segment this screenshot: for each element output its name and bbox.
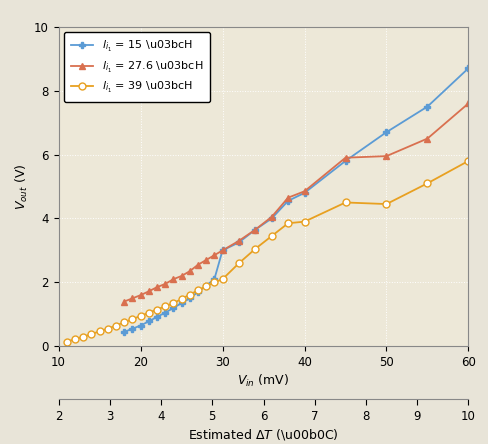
$l_{i_1}$ = 15 \u03bcH — [154, 314, 160, 320]
$l_{i_1}$ = 27.6 \u03bcH — [236, 238, 242, 243]
Legend: $l_{i_1}$ = 15 \u03bcH, $l_{i_1}$ = 27.6 \u03bcH, $l_{i_1}$ = 39 \u03bcH: $l_{i_1}$ = 15 \u03bcH, $l_{i_1}$ = 27.6… — [64, 32, 210, 102]
$l_{i_1}$ = 15 \u03bcH — [211, 277, 217, 282]
$l_{i_1}$ = 27.6 \u03bcH — [425, 136, 430, 141]
$l_{i_1}$ = 27.6 \u03bcH — [146, 289, 152, 294]
$l_{i_1}$ = 39 \u03bcH — [466, 158, 471, 163]
$l_{i_1}$ = 39 \u03bcH — [179, 296, 184, 301]
$l_{i_1}$ = 15 \u03bcH — [252, 227, 258, 232]
$l_{i_1}$ = 39 \u03bcH — [97, 329, 102, 334]
$l_{i_1}$ = 15 \u03bcH — [121, 329, 127, 335]
$l_{i_1}$ = 27.6 \u03bcH — [302, 189, 307, 194]
$l_{i_1}$ = 27.6 \u03bcH — [466, 101, 471, 106]
$l_{i_1}$ = 39 \u03bcH — [64, 339, 70, 344]
$l_{i_1}$ = 39 \u03bcH — [170, 301, 176, 306]
$l_{i_1}$ = 27.6 \u03bcH — [252, 227, 258, 232]
$l_{i_1}$ = 27.6 \u03bcH — [211, 253, 217, 258]
$l_{i_1}$ = 15 \u03bcH — [162, 310, 168, 315]
$l_{i_1}$ = 27.6 \u03bcH — [154, 285, 160, 290]
$l_{i_1}$ = 15 \u03bcH — [170, 305, 176, 311]
Y-axis label: $V_{out}$ (V): $V_{out}$ (V) — [14, 163, 30, 210]
$l_{i_1}$ = 39 \u03bcH — [72, 337, 78, 342]
$l_{i_1}$ = 27.6 \u03bcH — [179, 274, 184, 279]
$l_{i_1}$ = 15 \u03bcH — [138, 323, 143, 328]
$l_{i_1}$ = 15 \u03bcH — [384, 130, 389, 135]
$l_{i_1}$ = 15 \u03bcH — [236, 240, 242, 245]
$l_{i_1}$ = 15 \u03bcH — [220, 248, 225, 253]
$l_{i_1}$ = 39 \u03bcH — [129, 317, 135, 322]
$l_{i_1}$ = 15 \u03bcH — [302, 190, 307, 195]
$l_{i_1}$ = 15 \u03bcH — [187, 296, 193, 301]
$l_{i_1}$ = 27.6 \u03bcH — [384, 154, 389, 159]
$l_{i_1}$ = 39 \u03bcH — [220, 277, 225, 282]
$l_{i_1}$ = 27.6 \u03bcH — [220, 248, 225, 253]
$l_{i_1}$ = 39 \u03bcH — [146, 310, 152, 315]
$l_{i_1}$ = 39 \u03bcH — [162, 304, 168, 309]
$l_{i_1}$ = 15 \u03bcH — [285, 198, 291, 203]
$l_{i_1}$ = 27.6 \u03bcH — [195, 262, 201, 267]
$l_{i_1}$ = 39 \u03bcH — [236, 261, 242, 266]
$l_{i_1}$ = 15 \u03bcH — [146, 319, 152, 324]
$l_{i_1}$ = 15 \u03bcH — [466, 66, 471, 71]
$l_{i_1}$ = 39 \u03bcH — [343, 200, 348, 205]
$l_{i_1}$ = 39 \u03bcH — [113, 323, 119, 328]
$l_{i_1}$ = 39 \u03bcH — [302, 219, 307, 224]
$l_{i_1}$ = 39 \u03bcH — [211, 280, 217, 285]
X-axis label: Estimated $\Delta T$ (\u00b0C): Estimated $\Delta T$ (\u00b0C) — [188, 427, 339, 442]
$l_{i_1}$ = 15 \u03bcH — [179, 301, 184, 306]
$l_{i_1}$ = 27.6 \u03bcH — [170, 277, 176, 282]
$l_{i_1}$ = 39 \u03bcH — [425, 181, 430, 186]
$l_{i_1}$ = 39 \u03bcH — [154, 307, 160, 312]
$l_{i_1}$ = 15 \u03bcH — [269, 216, 275, 221]
$l_{i_1}$ = 39 \u03bcH — [121, 320, 127, 325]
$l_{i_1}$ = 39 \u03bcH — [269, 234, 275, 239]
$l_{i_1}$ = 39 \u03bcH — [138, 313, 143, 319]
Line: $l_{i_1}$ = 39 \u03bcH: $l_{i_1}$ = 39 \u03bcH — [63, 158, 472, 345]
$l_{i_1}$ = 27.6 \u03bcH — [187, 269, 193, 274]
$l_{i_1}$ = 15 \u03bcH — [195, 289, 201, 295]
X-axis label: $V_{in}$ (mV): $V_{in}$ (mV) — [237, 373, 290, 389]
$l_{i_1}$ = 27.6 \u03bcH — [203, 258, 209, 263]
$l_{i_1}$ = 15 \u03bcH — [203, 283, 209, 288]
$l_{i_1}$ = 15 \u03bcH — [343, 158, 348, 163]
$l_{i_1}$ = 27.6 \u03bcH — [269, 214, 275, 219]
Line: $l_{i_1}$ = 27.6 \u03bcH: $l_{i_1}$ = 27.6 \u03bcH — [121, 100, 472, 305]
$l_{i_1}$ = 15 \u03bcH — [425, 104, 430, 109]
$l_{i_1}$ = 39 \u03bcH — [384, 202, 389, 207]
$l_{i_1}$ = 39 \u03bcH — [285, 221, 291, 226]
$l_{i_1}$ = 27.6 \u03bcH — [285, 195, 291, 200]
Line: $l_{i_1}$ = 15 \u03bcH: $l_{i_1}$ = 15 \u03bcH — [121, 65, 472, 335]
$l_{i_1}$ = 15 \u03bcH — [129, 326, 135, 331]
$l_{i_1}$ = 39 \u03bcH — [203, 284, 209, 289]
$l_{i_1}$ = 27.6 \u03bcH — [129, 296, 135, 301]
$l_{i_1}$ = 27.6 \u03bcH — [343, 155, 348, 160]
$l_{i_1}$ = 39 \u03bcH — [105, 326, 111, 331]
$l_{i_1}$ = 27.6 \u03bcH — [138, 293, 143, 298]
$l_{i_1}$ = 27.6 \u03bcH — [121, 299, 127, 304]
$l_{i_1}$ = 39 \u03bcH — [195, 288, 201, 293]
$l_{i_1}$ = 39 \u03bcH — [80, 334, 86, 339]
$l_{i_1}$ = 39 \u03bcH — [88, 332, 94, 337]
$l_{i_1}$ = 39 \u03bcH — [187, 292, 193, 297]
$l_{i_1}$ = 27.6 \u03bcH — [162, 281, 168, 287]
$l_{i_1}$ = 39 \u03bcH — [252, 246, 258, 251]
